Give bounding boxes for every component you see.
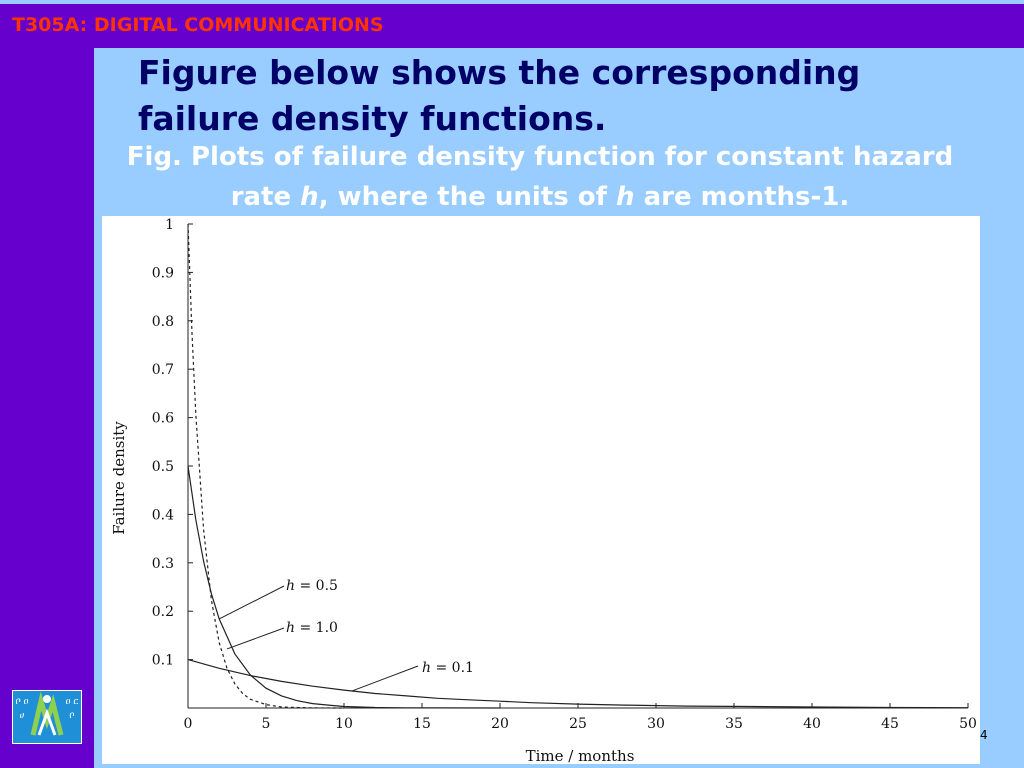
logo-glyphs-right: ዐ ር ቦ (65, 697, 79, 721)
failure-density-chart: 0 5 10 15 20 25 30 35 40 45 50 0.1 0.2 0.3 0.4 0.5 0.6 0.… (110, 217, 977, 765)
y-tick-label: 0.2 (152, 604, 174, 620)
slide-heading: Figure below shows the corresponding fai… (138, 53, 861, 138)
annotation-label: h = 0.5 (286, 578, 338, 594)
logo-glyphs-left: ቦ ዐ ሀ (15, 697, 29, 721)
caption-h-1: h (300, 182, 319, 212)
chart-annotations: h = 0.5 h = 1.0 h = 0.1 (218, 578, 474, 692)
annotation-leader-line (226, 627, 285, 650)
y-tick-label: 0.4 (152, 507, 174, 523)
x-axis-label: Time / months (526, 747, 635, 764)
x-tick-label: 15 (413, 716, 431, 732)
x-tick-label: 0 (184, 716, 193, 732)
header-bar: T305A: DIGITAL COMMUNICATIONS (0, 4, 1024, 48)
annotation-leader-line (351, 665, 419, 692)
y-tick-label: 0.9 (152, 265, 174, 281)
x-tick-label: 30 (647, 716, 665, 732)
caption-part-2: , where the units of (318, 182, 617, 212)
y-tick-label: 0.5 (152, 459, 174, 475)
caption-h-2: h (616, 182, 635, 212)
y-tick-label: 1 (165, 217, 174, 233)
chart-axes: 0 5 10 15 20 25 30 35 40 45 50 0.1 0.2 0.3 0.4 0.5 0.6 0.… (152, 217, 977, 732)
annotation-label: h = 1.0 (286, 620, 338, 636)
y-tick-label: 0.3 (152, 556, 174, 572)
chart-panel: 0 5 10 15 20 25 30 35 40 45 50 0.1 0.2 0.3 0.4 0.5 0.6 0.… (102, 216, 980, 765)
y-tick-label: 0.7 (152, 362, 174, 378)
y-tick-label: 0.1 (152, 653, 174, 669)
page-number: 4 (980, 728, 988, 742)
x-tick-label: 40 (803, 716, 821, 732)
left-sidebar-bar (0, 48, 94, 768)
x-tick-label: 25 (569, 716, 587, 732)
y-tick-label: 0.8 (152, 314, 174, 330)
series-line-h-0-1 (187, 659, 969, 709)
y-tick-label: 0.6 (152, 411, 174, 427)
logo-figure-icon (30, 691, 64, 736)
figure-caption: Fig. Plots of failure density function f… (110, 137, 970, 217)
caption-part-1: Fig. Plots of failure density function f… (126, 142, 954, 212)
university-logo: ቦ ዐ ሀ ዐ ር ቦ (12, 690, 82, 744)
x-tick-label: 5 (262, 716, 271, 732)
chart-series (187, 223, 969, 709)
y-axis-label: Failure density (110, 421, 128, 535)
x-tick-label: 50 (959, 716, 977, 732)
course-title: T305A: DIGITAL COMMUNICATIONS (12, 14, 384, 36)
annotation-label: h = 0.1 (422, 660, 474, 676)
x-tick-label: 45 (881, 716, 899, 732)
x-tick-label: 10 (335, 716, 353, 732)
annotation-leader-line (218, 585, 285, 620)
x-tick-label: 35 (725, 716, 743, 732)
series-line-h-0-5 (187, 465, 501, 709)
series-line-h-1 (187, 223, 345, 709)
caption-part-3: are months-1. (634, 182, 850, 212)
x-tick-label: 20 (491, 716, 509, 732)
